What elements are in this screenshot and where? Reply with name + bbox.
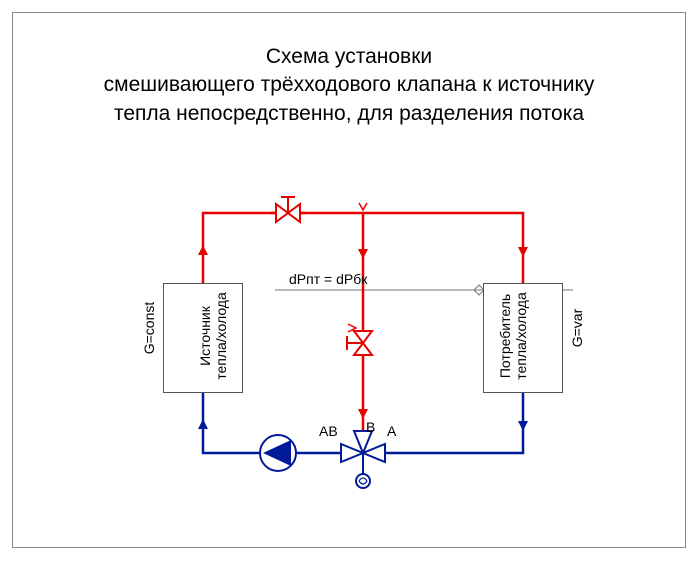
three-way-label-a: A: [387, 423, 396, 439]
three-way-label-b: B: [366, 419, 375, 435]
source-label: Источник тепла/холода: [197, 276, 229, 396]
diagram-frame: Схема установки смешивающего трёхходовог…: [12, 12, 686, 548]
equation-label: dPпт = dPбк: [289, 271, 367, 287]
three-way-label-ab: AB: [319, 423, 338, 439]
consumer-side-label: G=var: [569, 268, 585, 388]
source-side-label: G=const: [141, 268, 157, 388]
consumer-label: Потребитель тепла/холода: [497, 276, 529, 396]
